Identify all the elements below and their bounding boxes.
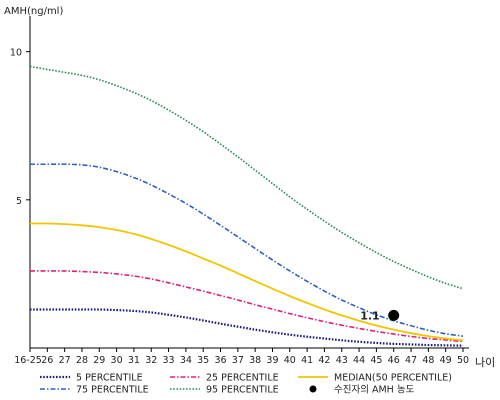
patient-amh-value-label: 1.1: [360, 309, 380, 322]
x-tick-label: 16-25: [14, 355, 42, 366]
legend: 5 PERCENTILE 25 PERCENTILE MEDIAN(50 PERCE…: [40, 373, 452, 396]
y-tick-label: 10: [10, 48, 22, 59]
x-tick-label: 38: [249, 355, 261, 366]
plot-area: 5 10 16-25 26 27 28 29 30 31 32 33 34 35 36 37 38 39 40 4…: [10, 16, 469, 366]
x-tick-label: 43: [336, 355, 348, 366]
x-tick-label: 35: [197, 355, 209, 366]
x-tick-label: 36: [214, 355, 226, 366]
x-tick-label: 33: [163, 355, 175, 366]
x-tick-label: 44: [353, 355, 365, 366]
series-line-median-50-percentile: [29, 222, 464, 342]
x-tick-label: 47: [405, 355, 417, 366]
x-tick-label: 41: [301, 355, 313, 366]
series-line-5-percentile: [30, 308, 464, 347]
x-tick-label: 49: [440, 355, 452, 366]
y-tick-label: 5: [16, 196, 22, 207]
x-tick-label: 31: [128, 355, 140, 366]
x-tick-label: 26: [41, 355, 53, 366]
y-axis-ticks: 5 10: [10, 48, 30, 207]
legend-label: MEDIAN(50 PERCENTILE): [334, 373, 452, 384]
x-tick-label: 30: [111, 355, 123, 366]
x-axis-label: 나이: [475, 356, 495, 369]
series-lines: [29, 65, 464, 347]
legend-label: 75 PERCENTILE: [76, 385, 149, 396]
x-tick-label: 28: [76, 355, 88, 366]
x-tick-label: 40: [284, 355, 296, 366]
legend-label: 25 PERCENTILE: [206, 373, 279, 384]
series-line-95-percentile: [29, 65, 464, 290]
x-tick-label: 45: [370, 355, 382, 366]
x-tick-label: 34: [180, 355, 192, 366]
x-tick-label: 48: [422, 355, 434, 366]
series-line-25-percentile: [29, 270, 464, 343]
legend-label: 95 PERCENTILE: [206, 385, 279, 396]
x-tick-label: 29: [93, 355, 105, 366]
legend-label: 5 PERCENTILE: [76, 373, 143, 384]
x-tick-label: 46: [388, 355, 400, 366]
x-tick-label: 42: [318, 355, 330, 366]
x-tick-label: 39: [266, 355, 278, 366]
patient-amh-point: [388, 309, 400, 321]
y-axis-label: AMH(ng/ml): [4, 6, 63, 17]
x-tick-label: 50: [457, 355, 469, 366]
x-tick-label: 37: [232, 355, 244, 366]
x-tick-label: 32: [145, 355, 157, 366]
x-tick-label: 27: [59, 355, 71, 366]
legend-label: 수진자의 AMH 농도: [334, 385, 415, 396]
patient-points: 1.1: [360, 309, 400, 322]
x-axis-ticks: 16-25 26 27 28 29 30 31 32 33 34 35 36 37 38 39 40 41 42 4…: [14, 348, 469, 366]
legend-swatch: [309, 385, 317, 393]
